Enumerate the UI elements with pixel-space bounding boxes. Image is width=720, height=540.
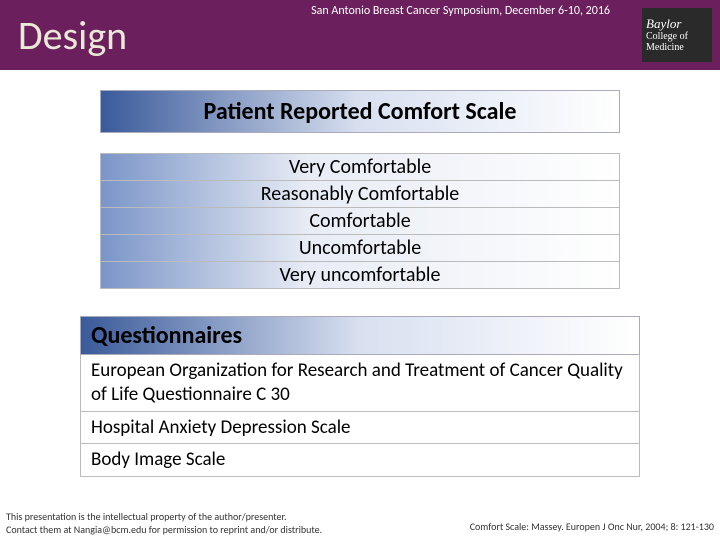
questionnaires-section: Questionnaires European Organization for…	[80, 316, 640, 477]
logo-line3: Medicine	[646, 42, 684, 53]
scale-item: Comfortable	[100, 207, 620, 235]
slide-content: Patient Reported Comfort Scale Very Comf…	[0, 70, 720, 477]
baylor-logo: Baylor College of Medicine	[642, 8, 712, 62]
scale-item: Uncomfortable	[100, 234, 620, 262]
scale-title: Patient Reported Comfort Scale	[204, 97, 517, 126]
questionnaire-item: Body Image Scale	[80, 444, 640, 477]
footer-disclaimer: This presentation is the intellectual pr…	[6, 510, 322, 536]
slide-title: Design	[0, 11, 127, 60]
questionnaire-item: Hospital Anxiety Depression Scale	[80, 412, 640, 445]
scale-item: Very uncomfortable	[100, 261, 620, 289]
logo-line1: Baylor	[646, 17, 681, 31]
scale-item: Reasonably Comfortable	[100, 180, 620, 208]
questionnaire-item: European Organization for Research and T…	[80, 355, 640, 412]
slide-header: Design San Antonio Breast Cancer Symposi…	[0, 0, 720, 70]
disclaimer-line2: Contact them at Nangia@bcm.edu for permi…	[6, 523, 322, 536]
scale-item: Very Comfortable	[100, 153, 620, 181]
slide-footer: This presentation is the intellectual pr…	[6, 510, 714, 536]
logo-line2: College of	[646, 31, 688, 42]
questionnaires-header: Questionnaires	[80, 316, 640, 355]
footer-citation: Comfort Scale: Massey. Europen J Onc Nur…	[470, 520, 714, 533]
scale-title-bar: Patient Reported Comfort Scale	[100, 90, 620, 133]
scale-items-list: Very Comfortable Reasonably Comfortable …	[100, 153, 620, 289]
disclaimer-line1: This presentation is the intellectual pr…	[6, 510, 287, 523]
conference-info: San Antonio Breast Cancer Symposium, Dec…	[311, 4, 610, 18]
